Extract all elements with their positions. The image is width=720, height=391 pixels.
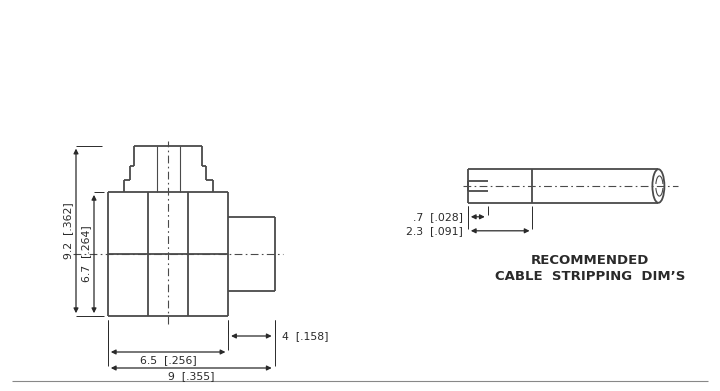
Text: RECOMMENDED: RECOMMENDED (531, 255, 649, 267)
Text: 6.5  [.256]: 6.5 [.256] (140, 355, 197, 365)
Text: 2.3  [.091]: 2.3 [.091] (406, 226, 463, 236)
Text: 6.7  [.264]: 6.7 [.264] (81, 226, 91, 282)
Text: .7  [.028]: .7 [.028] (413, 212, 463, 222)
Text: 4  [.158]: 4 [.158] (282, 331, 328, 341)
Text: 9  [.355]: 9 [.355] (168, 371, 215, 381)
Text: 9.2  [.362]: 9.2 [.362] (63, 203, 73, 259)
Text: CABLE  STRIPPING  DIM’S: CABLE STRIPPING DIM’S (495, 269, 685, 283)
